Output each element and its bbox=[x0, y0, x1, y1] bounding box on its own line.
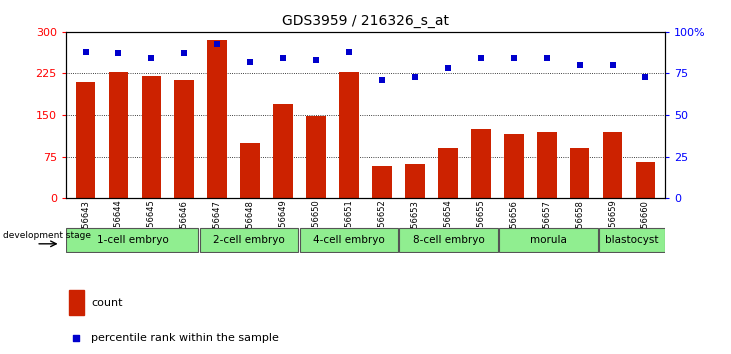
Bar bbox=[142, 76, 162, 198]
Point bbox=[277, 56, 289, 61]
Bar bbox=[67, 228, 198, 252]
Bar bbox=[306, 116, 326, 198]
Text: morula: morula bbox=[530, 235, 567, 245]
Point bbox=[508, 56, 520, 61]
Point bbox=[541, 56, 553, 61]
Bar bbox=[240, 143, 260, 198]
Bar bbox=[208, 40, 227, 198]
Bar bbox=[200, 228, 298, 252]
Bar bbox=[405, 164, 425, 198]
Bar bbox=[399, 228, 498, 252]
Point bbox=[442, 65, 454, 71]
Point bbox=[574, 62, 586, 68]
Point bbox=[640, 74, 651, 80]
Bar bbox=[175, 80, 194, 198]
Bar bbox=[635, 162, 655, 198]
Text: 4-cell embryo: 4-cell embryo bbox=[313, 235, 385, 245]
Text: development stage: development stage bbox=[3, 232, 91, 240]
Point bbox=[607, 62, 618, 68]
Bar bbox=[273, 104, 293, 198]
Point bbox=[211, 41, 223, 46]
Bar bbox=[438, 148, 458, 198]
Bar bbox=[599, 228, 664, 252]
Text: 1-cell embryo: 1-cell embryo bbox=[96, 235, 168, 245]
Bar bbox=[109, 72, 129, 198]
Bar bbox=[471, 129, 491, 198]
Point bbox=[310, 57, 322, 63]
Bar bbox=[300, 228, 398, 252]
Point bbox=[376, 77, 388, 83]
Bar bbox=[602, 132, 622, 198]
Text: 8-cell embryo: 8-cell embryo bbox=[413, 235, 485, 245]
Point bbox=[80, 49, 91, 55]
Title: GDS3959 / 216326_s_at: GDS3959 / 216326_s_at bbox=[282, 14, 449, 28]
Bar bbox=[569, 148, 589, 198]
Bar bbox=[76, 82, 96, 198]
Text: percentile rank within the sample: percentile rank within the sample bbox=[91, 333, 279, 343]
Bar bbox=[537, 132, 556, 198]
Bar bbox=[339, 72, 359, 198]
Text: blastocyst: blastocyst bbox=[605, 235, 659, 245]
Text: count: count bbox=[91, 298, 123, 308]
Bar bbox=[372, 166, 392, 198]
Point bbox=[343, 49, 355, 55]
Point bbox=[475, 56, 487, 61]
Bar bbox=[504, 135, 523, 198]
Text: 2-cell embryo: 2-cell embryo bbox=[213, 235, 285, 245]
Point bbox=[409, 74, 421, 80]
Bar bbox=[499, 228, 598, 252]
Bar bbox=[69, 290, 84, 315]
Point bbox=[244, 59, 256, 65]
Point bbox=[70, 336, 82, 341]
Point bbox=[145, 56, 157, 61]
Point bbox=[113, 51, 124, 56]
Point bbox=[178, 51, 190, 56]
